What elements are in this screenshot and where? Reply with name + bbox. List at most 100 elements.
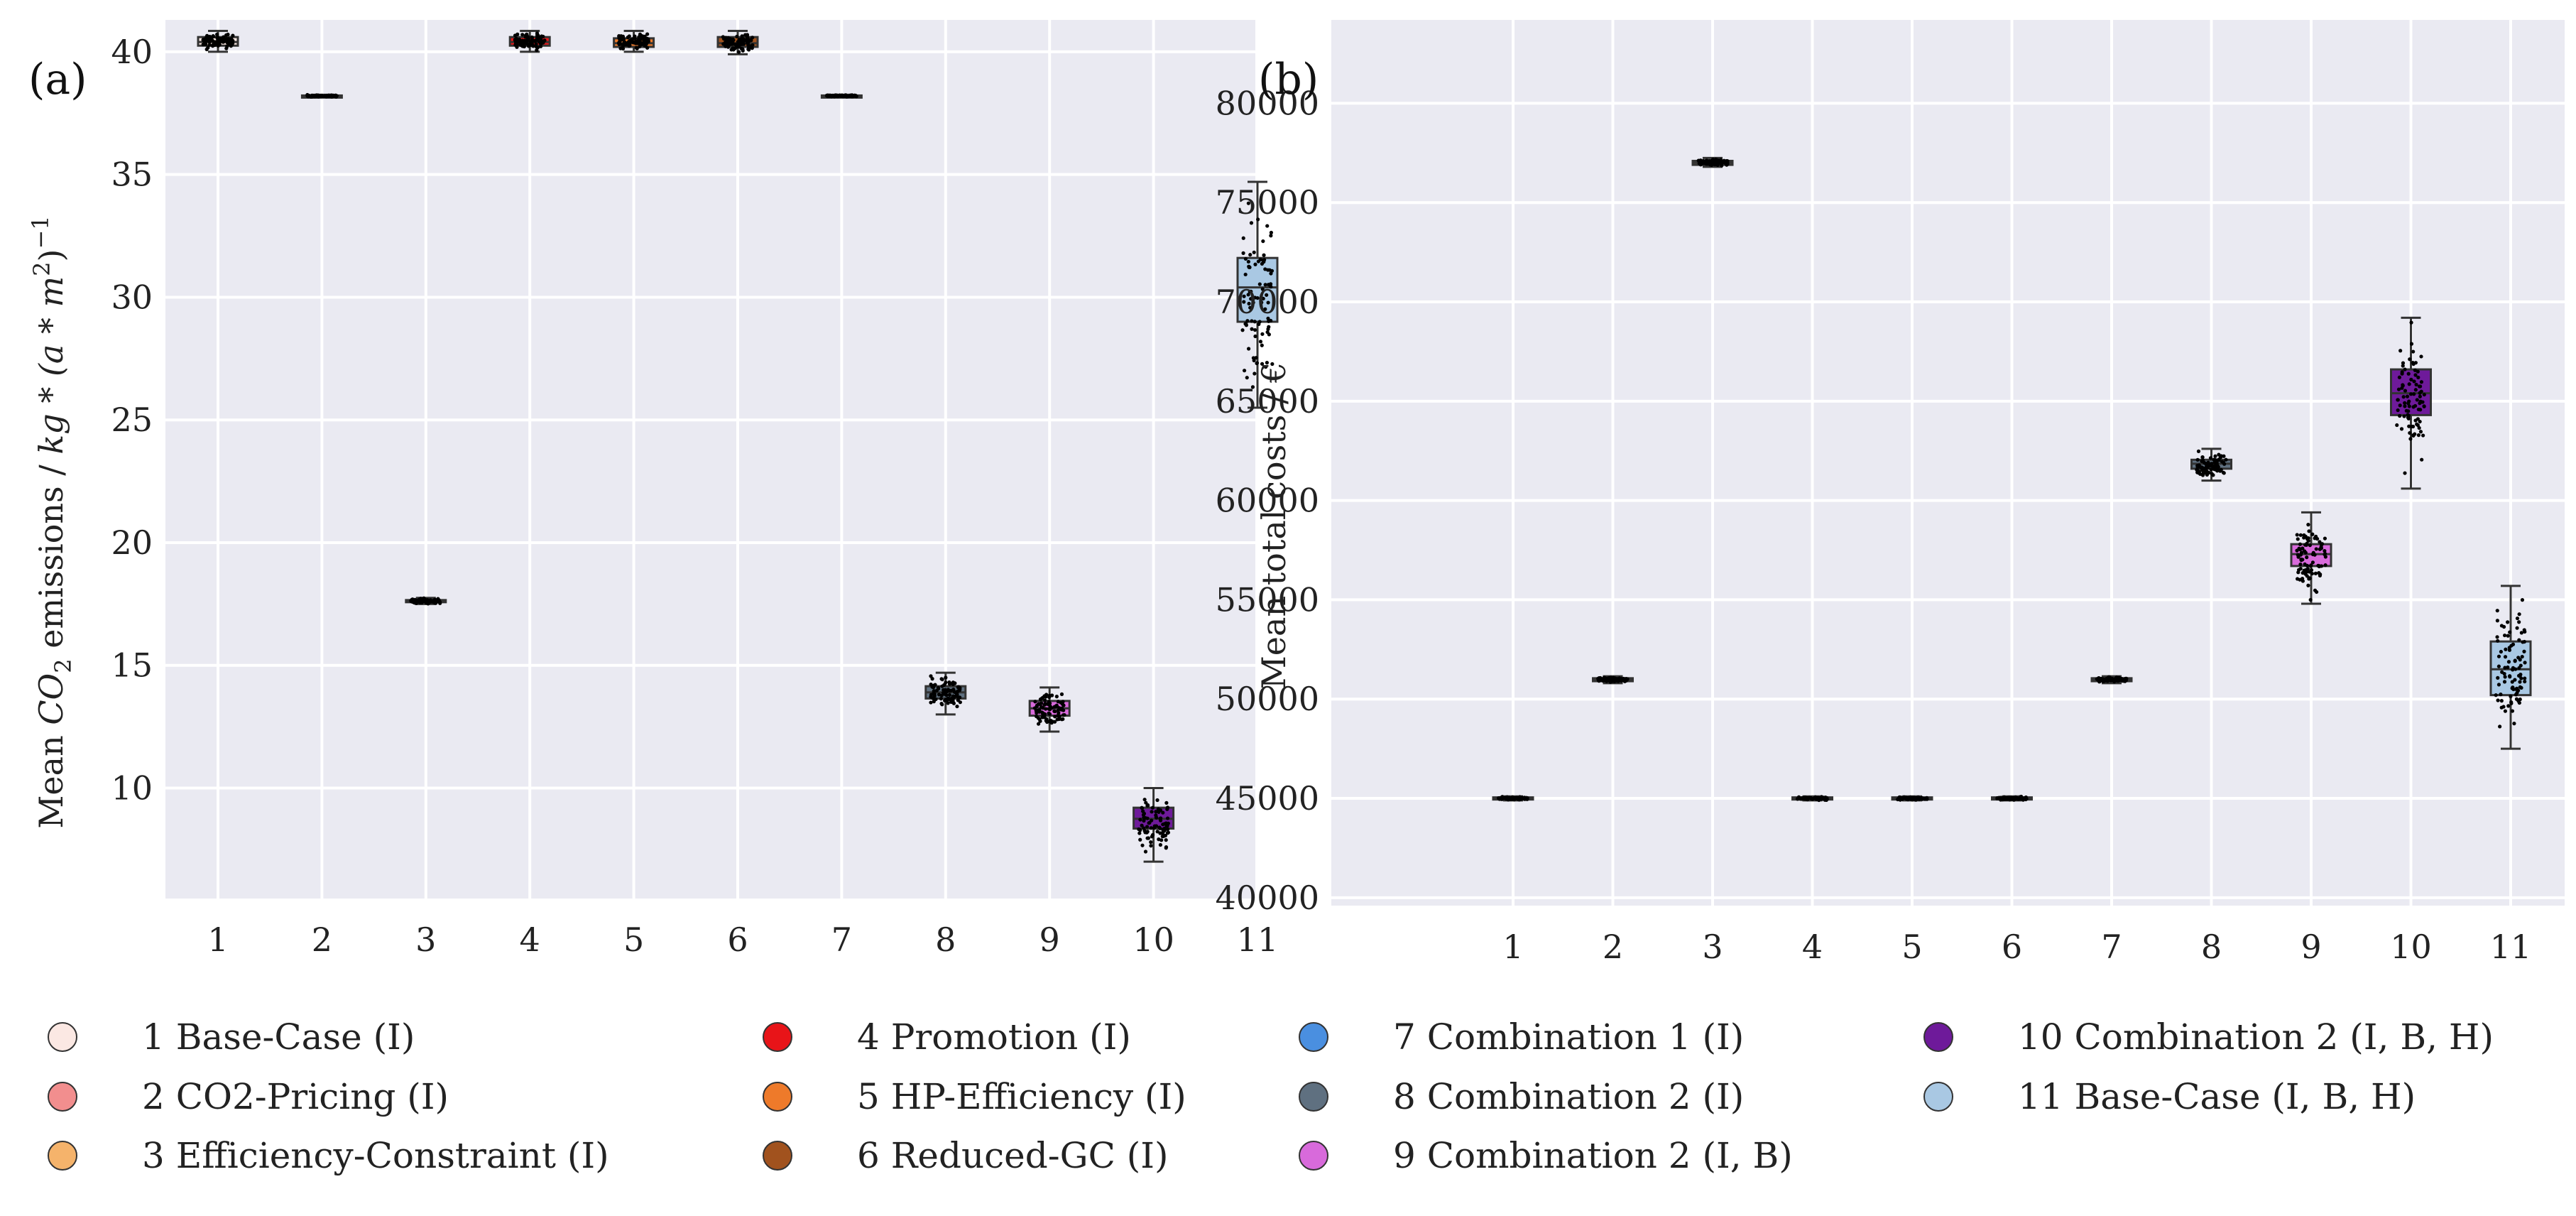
y-tick-label-a-2: 20 [111, 523, 153, 562]
y-axis-label-a: Mean CO2 emissions / kg * (a * m2)−1 [27, 215, 77, 828]
y-tick-label-b-6: 70000 [1216, 283, 1319, 321]
legend-marker-9 [1299, 1141, 1328, 1171]
legend-label-8: 8 Combination 2 (I) [1393, 1076, 1744, 1117]
legend-item-8: 8 Combination 2 (I) [1299, 1076, 1744, 1117]
y-tick-label-b-1: 45000 [1216, 779, 1319, 818]
x-tick-label-a-5: 6 [727, 921, 748, 959]
legend-marker-6 [763, 1141, 792, 1171]
x-tick-label-b-8: 9 [2301, 928, 2321, 966]
x-tick-label-a-8: 9 [1039, 921, 1060, 959]
x-tick-label-a-7: 8 [935, 921, 956, 959]
legend-item-9: 9 Combination 2 (I, B) [1299, 1135, 1793, 1176]
points-b-5 [1896, 795, 1929, 802]
points-a-9 [1032, 692, 1066, 726]
panel-label-b: (b) [1258, 55, 1319, 104]
plot-a-ticks: 10 15 20 25 30 35 40 1 2 3 4 5 6 7 8 9 10 11 [111, 33, 1278, 959]
x-tick-label-a-4: 5 [623, 921, 644, 959]
legend-marker-11 [1923, 1082, 1953, 1112]
legend-marker-8 [1299, 1082, 1328, 1112]
points-b-6 [1995, 794, 2029, 802]
points-b-10 [2395, 320, 2426, 475]
plot-b-points [1496, 157, 2527, 803]
points-b-7 [2095, 675, 2129, 684]
legend-marker-5 [763, 1082, 792, 1112]
points-a-7 [824, 93, 858, 99]
points-a-8 [929, 674, 962, 709]
legend-label-1: 1 Base-Case (I) [142, 1016, 415, 1058]
legend-marker-4 [763, 1022, 792, 1052]
x-tick-label-b-5: 6 [2002, 928, 2022, 966]
legend-item-2: 2 CO2-Pricing (I) [48, 1076, 449, 1117]
points-b-11 [2494, 598, 2527, 729]
legend-label-7: 7 Combination 1 (I) [1393, 1016, 1744, 1058]
points-a-1 [201, 32, 235, 52]
y-tick-label-b-4: 60000 [1216, 482, 1319, 520]
plot-b-grid [1331, 20, 2565, 906]
points-a-5 [617, 32, 650, 51]
legend-marker-10 [1923, 1022, 1953, 1052]
y-tick-label-b-5: 65000 [1216, 382, 1319, 420]
x-tick-label-b-10: 11 [2490, 928, 2532, 966]
panel-b-costs: 40000 45000 50000 55000 60000 65000 70000 75000… [1216, 20, 2565, 966]
points-b-9 [2295, 523, 2327, 602]
x-tick-label-a-1: 2 [312, 921, 332, 959]
plot-b-background [1331, 20, 2565, 906]
panel-a-emissions: 10 15 20 25 30 35 40 1 2 3 4 5 6 7 8 9 10 11 (a) Mean CO2… [27, 20, 1279, 959]
points-a-4 [513, 31, 547, 53]
points-b-1 [1496, 795, 1529, 802]
x-tick-label-b-3: 4 [1802, 928, 1823, 966]
legend-item-6: 6 Reduced-GC (I) [763, 1135, 1169, 1176]
points-b-3 [1696, 157, 1730, 168]
points-a-11 [1240, 201, 1275, 389]
y-tick-label-b-7: 75000 [1216, 183, 1319, 222]
legend-item-3: 3 Efficiency-Constraint (I) [48, 1135, 609, 1176]
legend-marker-3 [48, 1141, 77, 1171]
legend-marker-7 [1299, 1022, 1328, 1052]
y-tick-label-a-3: 25 [111, 401, 153, 439]
points-b-2 [1596, 675, 1630, 684]
x-tick-label-a-2: 3 [415, 921, 436, 959]
y-tick-label-b-3: 55000 [1216, 580, 1319, 619]
points-a-6 [721, 33, 755, 54]
y-tick-label-b-2: 50000 [1216, 680, 1319, 718]
y-tick-label-a-6: 40 [111, 33, 153, 71]
legend-marker-1 [48, 1022, 77, 1052]
x-tick-label-b-9: 10 [2390, 928, 2432, 966]
panel-label-a: (a) [28, 55, 87, 104]
x-tick-label-b-1: 2 [1603, 928, 1623, 966]
legend-label-10: 10 Combination 2 (I, B, H) [2018, 1016, 2494, 1058]
x-tick-label-b-4: 5 [1901, 928, 1922, 966]
plot-a-background [165, 20, 1255, 899]
y-tick-label-a-0: 10 [111, 769, 153, 808]
legend-marker-2 [48, 1082, 77, 1112]
legend-item-4: 4 Promotion (I) [763, 1016, 1131, 1058]
y-tick-label-a-1: 15 [111, 646, 153, 685]
legend-item-7: 7 Combination 1 (I) [1299, 1016, 1744, 1058]
legend-item-11: 11 Base-Case (I, B, H) [1923, 1076, 2416, 1117]
legend: 1 Base-Case (I) 2 CO2-Pricing (I) 3 Effici… [48, 1016, 2494, 1176]
legend-label-2: 2 CO2-Pricing (I) [142, 1076, 449, 1117]
x-tick-label-a-0: 1 [207, 921, 228, 959]
x-tick-label-a-6: 7 [831, 921, 852, 959]
plot-a-grid [165, 20, 1259, 899]
legend-label-3: 3 Efficiency-Constraint (I) [142, 1135, 609, 1176]
points-b-4 [1796, 795, 1829, 803]
x-tick-label-a-10: 11 [1237, 921, 1279, 959]
points-a-10 [1137, 798, 1171, 854]
x-tick-label-b-2: 3 [1702, 928, 1723, 966]
x-tick-label-b-6: 7 [2101, 928, 2122, 966]
y-tick-label-a-5: 35 [111, 156, 153, 194]
legend-label-6: 6 Reduced-GC (I) [857, 1135, 1169, 1176]
legend-label-11: 11 Base-Case (I, B, H) [2018, 1076, 2416, 1117]
plot-b-ticks: 40000 45000 50000 55000 60000 65000 70000 75000… [1216, 84, 2532, 966]
legend-item-5: 5 HP-Efficiency (I) [763, 1076, 1186, 1117]
legend-item-10: 10 Combination 2 (I, B, H) [1923, 1016, 2494, 1058]
y-axis-label-b: Mean total costs / € [1255, 362, 1293, 690]
y-tick-label-b-0: 40000 [1216, 879, 1319, 917]
plot-a-points [201, 31, 1275, 854]
legend-label-5: 5 HP-Efficiency (I) [857, 1076, 1186, 1117]
y-tick-label-b-8: 80000 [1216, 84, 1319, 122]
x-tick-label-a-3: 4 [520, 921, 540, 959]
